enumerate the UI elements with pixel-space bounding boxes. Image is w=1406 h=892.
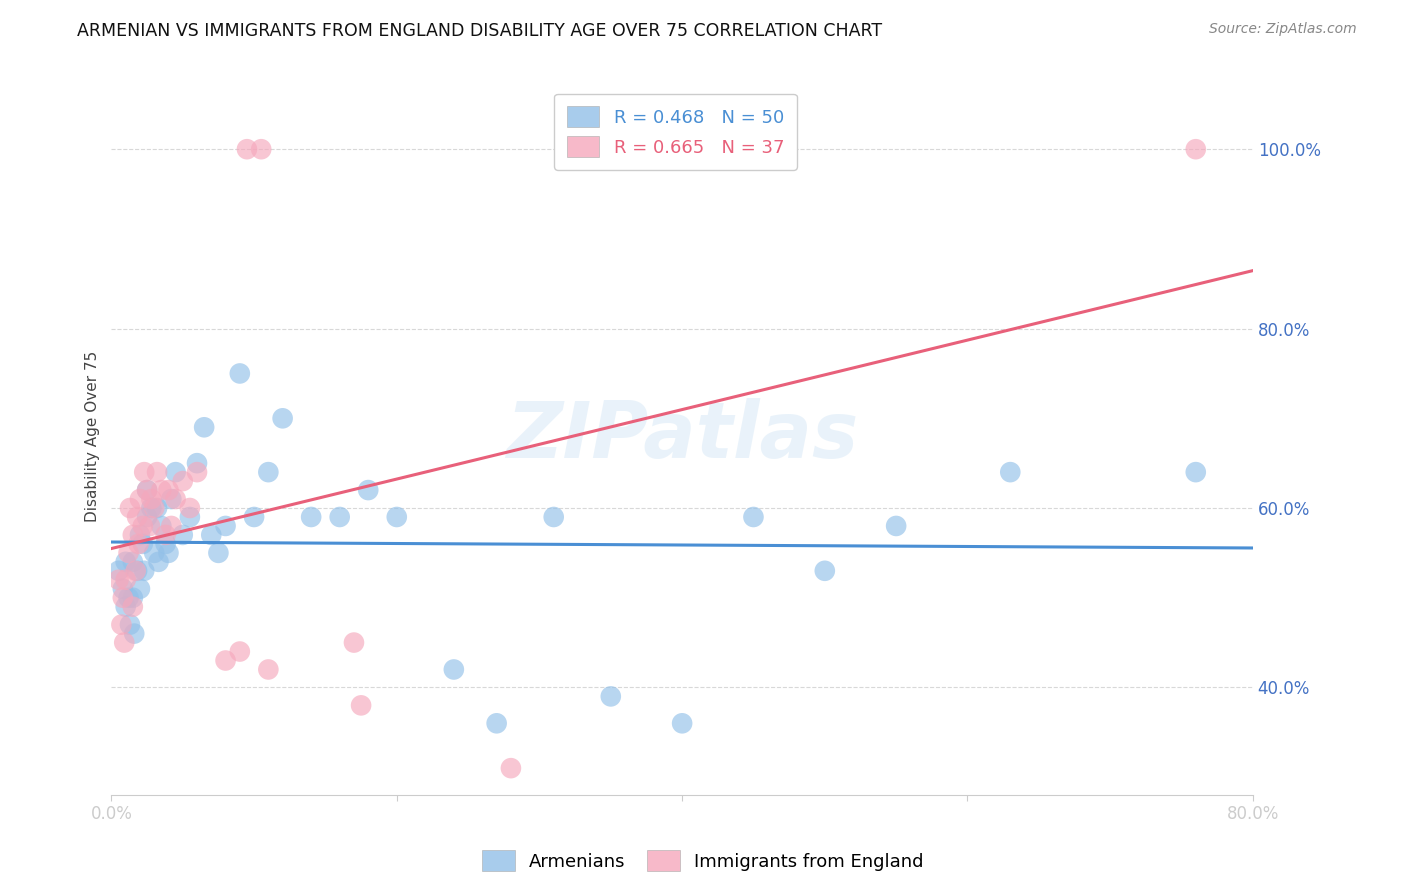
Point <box>129 582 152 596</box>
Point <box>127 510 149 524</box>
Point <box>114 573 136 587</box>
Point <box>146 465 169 479</box>
Point <box>155 537 177 551</box>
Point <box>207 546 229 560</box>
Point <box>134 564 156 578</box>
Point <box>117 546 139 560</box>
Point <box>129 528 152 542</box>
Point <box>141 501 163 516</box>
Point <box>124 564 146 578</box>
Point <box>229 367 252 381</box>
Point <box>160 519 183 533</box>
Point <box>186 456 208 470</box>
Point <box>814 564 837 578</box>
Y-axis label: Disability Age Over 75: Disability Age Over 75 <box>86 351 100 522</box>
Point <box>186 465 208 479</box>
Point <box>257 663 280 677</box>
Point <box>257 465 280 479</box>
Point <box>385 510 408 524</box>
Point <box>236 142 259 156</box>
Point <box>129 491 152 506</box>
Point <box>193 420 215 434</box>
Point <box>121 528 143 542</box>
Point <box>884 519 907 533</box>
Point <box>160 491 183 506</box>
Point <box>172 528 194 542</box>
Text: ZIPatlas: ZIPatlas <box>506 398 858 475</box>
Legend: Armenians, Immigrants from England: Armenians, Immigrants from England <box>475 843 931 879</box>
Point <box>121 555 143 569</box>
Point <box>179 501 201 516</box>
Point <box>134 465 156 479</box>
Point <box>172 474 194 488</box>
Point <box>543 510 565 524</box>
Point <box>343 635 366 649</box>
Point <box>128 537 150 551</box>
Point <box>1184 465 1206 479</box>
Point <box>443 663 465 677</box>
Point <box>118 501 141 516</box>
Point <box>243 510 266 524</box>
Point <box>107 564 129 578</box>
Point <box>146 501 169 516</box>
Point <box>485 716 508 731</box>
Point <box>132 519 155 533</box>
Point <box>143 501 166 516</box>
Point <box>121 599 143 614</box>
Point <box>350 698 373 713</box>
Point <box>742 510 765 524</box>
Point <box>499 761 522 775</box>
Point <box>111 591 134 605</box>
Point <box>229 644 252 658</box>
Point <box>121 591 143 605</box>
Point <box>132 537 155 551</box>
Point <box>357 483 380 497</box>
Point <box>157 546 180 560</box>
Point <box>157 483 180 497</box>
Point <box>148 555 170 569</box>
Point <box>114 555 136 569</box>
Point <box>165 465 187 479</box>
Point <box>127 564 149 578</box>
Point <box>141 491 163 506</box>
Point <box>136 483 159 497</box>
Point <box>122 626 145 640</box>
Point <box>150 483 173 497</box>
Point <box>214 653 236 667</box>
Point <box>599 690 621 704</box>
Point <box>114 599 136 614</box>
Point <box>110 617 132 632</box>
Point <box>1184 142 1206 156</box>
Legend: R = 0.468   N = 50, R = 0.665   N = 37: R = 0.468 N = 50, R = 0.665 N = 37 <box>554 94 797 169</box>
Point <box>112 635 135 649</box>
Point <box>136 510 159 524</box>
Point <box>107 573 129 587</box>
Point <box>111 582 134 596</box>
Point <box>139 519 162 533</box>
Text: Source: ZipAtlas.com: Source: ZipAtlas.com <box>1209 22 1357 37</box>
Point <box>671 716 693 731</box>
Point <box>329 510 352 524</box>
Point <box>214 519 236 533</box>
Point <box>136 483 159 497</box>
Point <box>165 491 187 506</box>
Point <box>179 510 201 524</box>
Point <box>299 510 322 524</box>
Point <box>200 528 222 542</box>
Point <box>271 411 294 425</box>
Point <box>150 519 173 533</box>
Point <box>155 528 177 542</box>
Point <box>250 142 273 156</box>
Text: ARMENIAN VS IMMIGRANTS FROM ENGLAND DISABILITY AGE OVER 75 CORRELATION CHART: ARMENIAN VS IMMIGRANTS FROM ENGLAND DISA… <box>77 22 883 40</box>
Point <box>117 591 139 605</box>
Point <box>118 617 141 632</box>
Point <box>1000 465 1022 479</box>
Point <box>143 546 166 560</box>
